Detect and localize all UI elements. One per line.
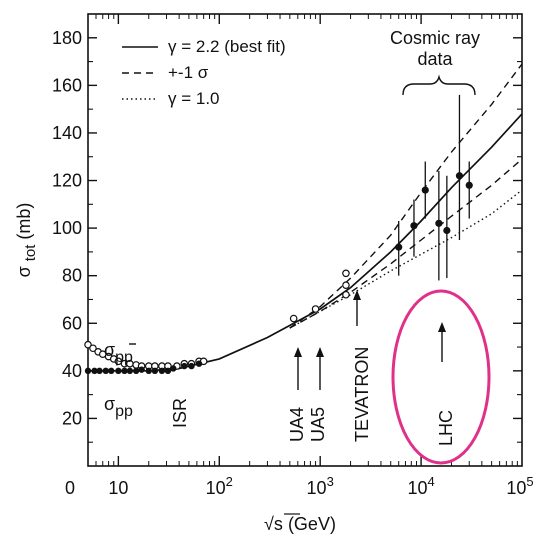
data-point [96,367,103,375]
ua5-arrow-head [316,347,324,357]
lhc-highlight-ellipse [391,289,491,465]
data-point [465,181,473,189]
data-point [443,226,451,235]
data-point [342,281,350,290]
sigma-subscript: pp [115,349,133,366]
x-tick-label: 102 [206,474,233,498]
sigma-symbol: σ [104,394,115,414]
data-point [164,367,172,375]
data-point [342,269,350,278]
data-point [410,222,418,230]
y-tick-label: 100 [52,218,82,238]
x-axis-label-main: √s [264,514,288,534]
data-point [342,290,350,299]
data-point [455,172,464,180]
series-line [289,158,522,329]
x-tick-label: 0 [65,478,75,498]
curves-group [88,63,522,372]
y-axis-label-unit: (mb) [14,203,34,245]
y-tick-label: 60 [62,313,82,333]
plot-frame [87,13,523,467]
y-axis-label-main: σ [14,261,34,277]
isr-label: ISR [170,398,190,428]
data-point [89,344,97,353]
x-tick-exponent: 2 [226,474,233,489]
data-point [181,362,188,370]
tevatron-arrow-head [353,290,361,300]
data-point [138,366,145,373]
cosmic-ray-label: Cosmic ray [390,28,480,48]
sigma-subscript: pp [115,403,133,420]
lhc-arrow-head [438,322,446,332]
data-point [84,367,92,375]
sigma-pp-label: σpp [104,394,133,420]
y-tick-label: 80 [62,266,82,286]
data-point [289,314,298,323]
data-point [151,367,159,375]
y-tick-label: 140 [52,123,82,143]
x-tick-exponent: 3 [327,474,334,489]
tevatron-label: TEVATRON [352,347,372,442]
x-tick-label: 104 [407,474,434,498]
sigma-pbar-label: σpp [104,340,133,366]
data-point [84,340,92,349]
legend-label: γ = 1.0 [168,89,220,108]
y-axis-label-sub: tot [22,244,39,262]
data-point [421,186,429,194]
y-tick-label: 120 [52,171,82,191]
ua5-label: UA5 [308,407,328,442]
data-point [115,367,122,375]
cosmic-ray-brace [402,74,476,96]
x-tick-exponent: 5 [526,474,533,489]
x-tick-label: 105 [506,474,533,498]
data-point [311,305,320,313]
ua4-arrow-head [294,347,302,357]
series-line [88,113,522,372]
x-tick-label: 103 [307,474,334,498]
data-point [170,365,177,372]
data-point [435,219,443,227]
data-point [126,367,134,375]
cosmic-ray-data-label: data [417,49,453,69]
y-tick-label: 180 [52,28,82,48]
data-point [395,243,403,251]
y-tick-label: 20 [62,408,82,428]
series-line [289,63,522,329]
y-axis-label: σ tot (mb) [14,203,39,278]
x-tick-exponent: 4 [427,474,434,489]
lhc-label: LHC [436,410,456,446]
legend-label: +-1 σ [168,63,209,82]
data-point [102,367,109,375]
y-tick-label: 160 [52,75,82,95]
y-tick-label: 40 [62,361,82,381]
data-point [132,367,140,375]
series-line [289,189,522,329]
x-axis-label: √s (GeV) [264,514,336,534]
data-point [91,367,98,375]
ua4-label: UA4 [287,407,307,442]
data-point [145,367,152,375]
data-point [121,367,128,375]
data-point [158,367,166,375]
data-point [108,367,115,375]
data-point [188,362,195,370]
x-axis-label-unit: (GeV) [288,514,336,534]
legend-label: γ = 2.2 (best fit) [168,37,286,56]
x-tick-label: 10 [108,478,128,498]
sigma-symbol: σ [104,340,115,360]
data-point [195,360,203,367]
